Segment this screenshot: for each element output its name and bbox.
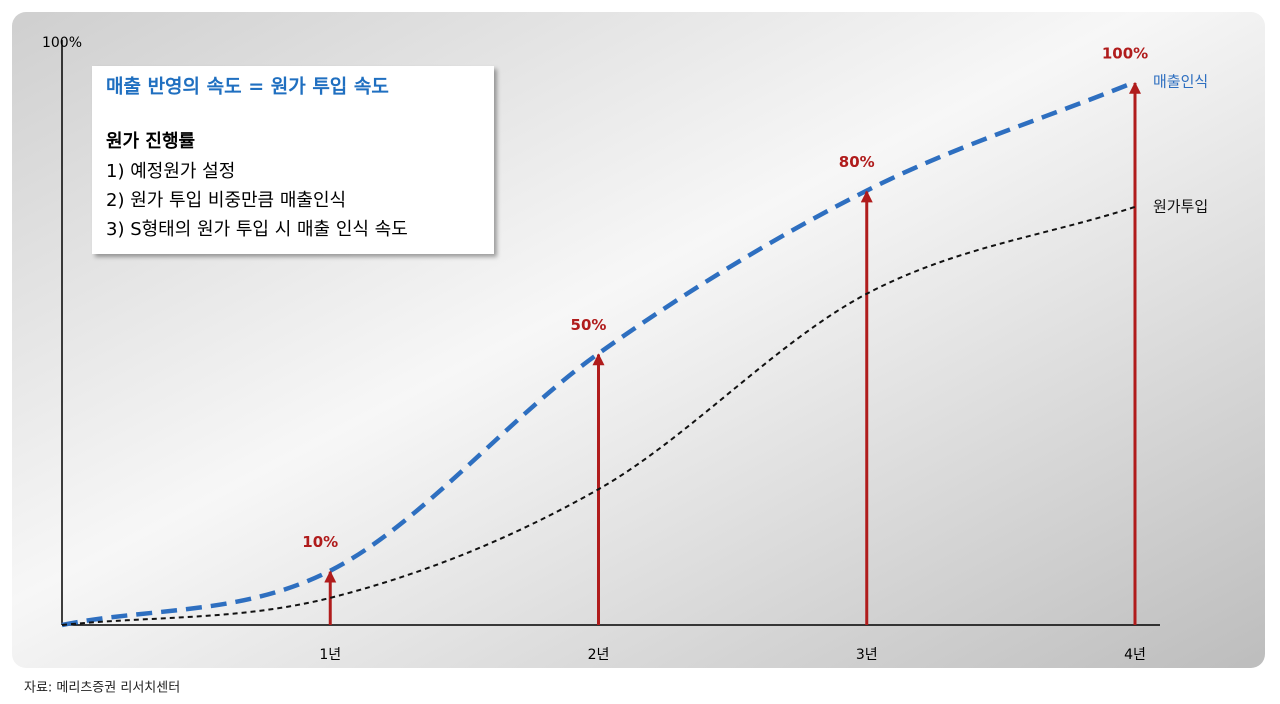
legend-label: 원가투입 <box>1153 197 1208 215</box>
series-line <box>61 79 1136 628</box>
memo-item: 1) 예정원가 설정 <box>106 161 235 182</box>
memo: 매출 반영의 속도 = 원가 투입 속도 원가 진행률 1) 예정원가 설정 2… <box>92 66 494 254</box>
memo-heading: 원가 진행률 <box>106 131 195 152</box>
memo-item: 2) 원가 투입 비중만큼 매출인식 <box>106 190 346 211</box>
legend-label: 매출인식 <box>1153 73 1208 91</box>
value-label: 80% <box>839 153 875 171</box>
series-line <box>61 205 1136 626</box>
x-tick-label: 4년 <box>1124 647 1146 663</box>
y-axis-label: 100% <box>42 35 82 51</box>
value-label: 100% <box>1102 45 1148 63</box>
value-label: 50% <box>571 316 607 334</box>
memo-box <box>92 66 494 254</box>
x-tick-label: 3년 <box>856 647 878 663</box>
source: 자료: 메리츠증권 리서치센터 <box>24 681 180 696</box>
x-tick-label: 2년 <box>588 647 610 663</box>
memo-title: 매출 반영의 속도 = 원가 투입 속도 <box>106 76 389 98</box>
value-label: 10% <box>302 533 338 551</box>
memo-item: 3) S형태의 원가 투입 시 매출 인식 속도 <box>106 219 408 240</box>
x-tick-label: 1년 <box>319 647 341 663</box>
